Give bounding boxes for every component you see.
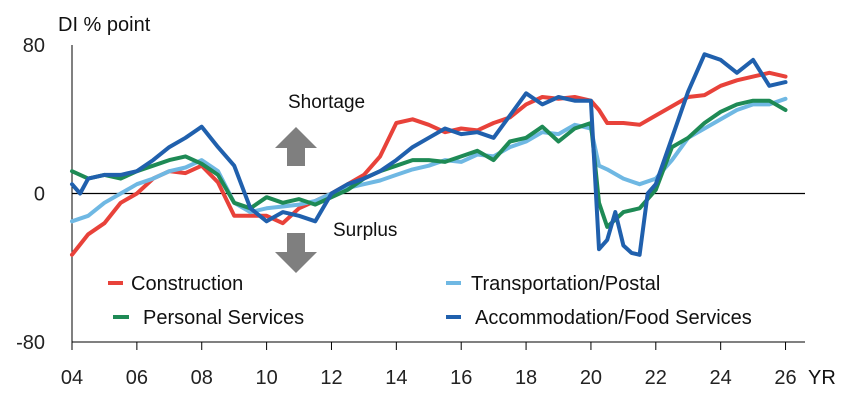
x-tick-label: 10 <box>255 367 277 389</box>
y-axis-ticks: 80 0 -80 <box>16 35 45 354</box>
y-tick-label: 0 <box>34 184 45 206</box>
y-axis-label: DI % point <box>58 14 151 36</box>
up-arrow-icon <box>275 127 317 166</box>
surplus-annotation: Surplus <box>333 220 397 241</box>
legend-item-construction: Construction <box>108 273 243 295</box>
legend-label-personal-services: Personal Services <box>143 307 304 329</box>
legend-label-construction: Construction <box>131 273 243 295</box>
legend: Construction Transportation/Postal Perso… <box>108 273 752 329</box>
x-tick-label: 08 <box>191 367 213 389</box>
x-axis-ticks: 04 06 08 10 12 14 16 18 20 22 24 26 <box>61 342 797 389</box>
series-line-personal-services <box>70 98 788 229</box>
legend-item-accommodation-food-services: Accommodation/Food Services <box>446 307 752 329</box>
legend-label-accommodation-food-services: Accommodation/Food Services <box>475 307 752 329</box>
x-tick-label: 14 <box>385 367 407 389</box>
legend-item-transportation-postal: Transportation/Postal <box>446 273 660 295</box>
x-tick-label: 20 <box>580 367 602 389</box>
x-tick-label: 18 <box>515 367 537 389</box>
y-tick-label: 80 <box>23 35 45 57</box>
x-tick-label: 12 <box>320 367 342 389</box>
x-tick-label: 22 <box>645 367 667 389</box>
down-arrow-icon <box>275 233 317 273</box>
x-axis-label: YR <box>808 367 836 389</box>
x-tick-label: 24 <box>710 367 732 389</box>
shortage-annotation: Shortage <box>288 92 365 113</box>
x-tick-label: 16 <box>450 367 472 389</box>
y-tick-label: -80 <box>16 332 45 354</box>
x-tick-label: 04 <box>61 367 83 389</box>
series-line-accommodation-food-services <box>70 52 788 257</box>
x-tick-label: 06 <box>126 367 148 389</box>
legend-label-transportation-postal: Transportation/Postal <box>471 273 660 295</box>
series-line-construction <box>70 70 788 257</box>
series-lines <box>70 52 788 257</box>
x-tick-label: 26 <box>774 367 796 389</box>
legend-item-personal-services: Personal Services <box>113 307 304 329</box>
